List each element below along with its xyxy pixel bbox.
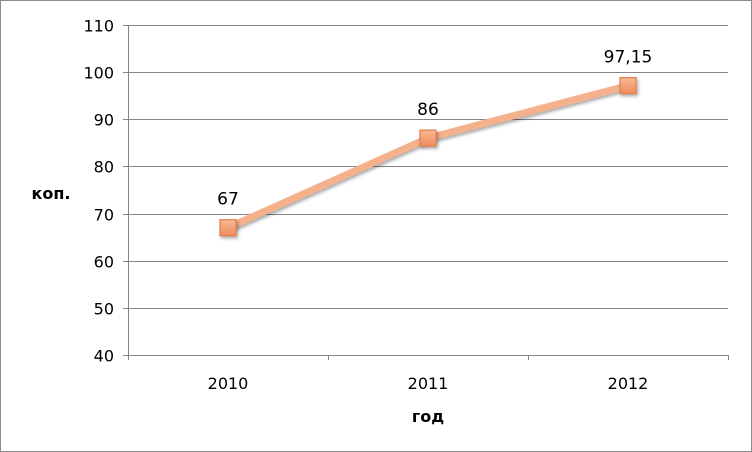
gridlines: [128, 25, 728, 309]
y-tick-label: 90: [94, 111, 114, 130]
data-label-2012: 97,15: [604, 48, 653, 68]
data-labels: 67 86 97,15: [217, 48, 652, 210]
axes: [123, 25, 729, 360]
y-tick-label: 60: [94, 253, 114, 272]
y-tick-label: 80: [94, 158, 114, 177]
y-tick-label: 110: [83, 17, 114, 36]
y-axis-title: коп.: [32, 184, 71, 203]
data-point-2010: [219, 219, 237, 237]
y-tick-label: 40: [94, 347, 114, 366]
data-label-2010: 67: [217, 190, 239, 210]
series-markers: [219, 76, 637, 237]
x-tick-label-2011: 2011: [408, 374, 449, 393]
data-point-2011: [419, 129, 437, 147]
data-point-2012: [619, 76, 637, 95]
y-tick-labels: 40 50 60 70 80 90 100 110: [83, 17, 114, 366]
y-tick-label: 50: [94, 300, 114, 319]
x-tick-label-2010: 2010: [208, 374, 249, 393]
y-tick-label: 100: [83, 64, 114, 83]
x-axis-title: год: [412, 407, 444, 426]
data-label-2011: 86: [417, 100, 439, 120]
x-tick-label-2012: 2012: [608, 374, 649, 393]
y-tick-label: 70: [94, 206, 114, 225]
x-tick-labels: 2010 2011 2012: [208, 374, 649, 393]
